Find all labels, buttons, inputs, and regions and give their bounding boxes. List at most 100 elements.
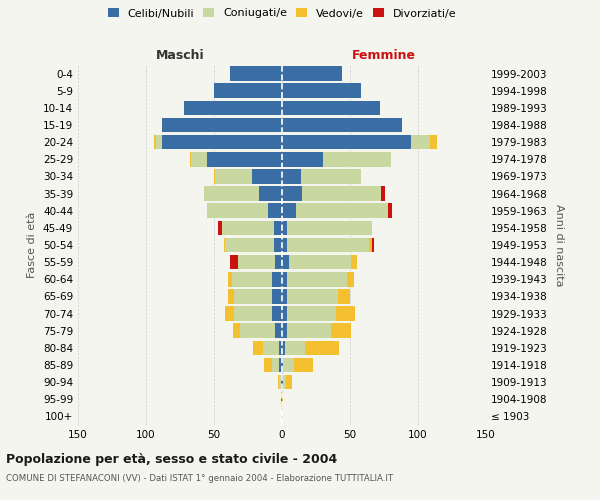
Bar	[282, 100, 380, 115]
Bar	[222, 220, 274, 235]
Bar	[347, 272, 354, 286]
Bar	[282, 255, 289, 270]
Bar	[323, 152, 391, 166]
Bar	[337, 306, 355, 321]
Bar	[285, 340, 305, 355]
Bar	[282, 204, 296, 218]
Bar	[282, 340, 285, 355]
Bar	[240, 324, 275, 338]
Bar	[272, 272, 282, 286]
Bar	[282, 272, 287, 286]
Y-axis label: Anni di nascita: Anni di nascita	[554, 204, 564, 286]
Bar	[282, 238, 287, 252]
Bar	[338, 289, 350, 304]
Bar	[430, 135, 437, 150]
Text: Popolazione per età, sesso e stato civile - 2004: Popolazione per età, sesso e stato civil…	[6, 452, 337, 466]
Bar	[289, 255, 352, 270]
Bar	[287, 238, 369, 252]
Bar	[232, 272, 272, 286]
Bar	[287, 220, 372, 235]
Bar	[283, 375, 286, 390]
Bar	[279, 375, 281, 390]
Bar	[235, 289, 272, 304]
Bar	[287, 324, 331, 338]
Bar	[282, 118, 401, 132]
Bar	[282, 289, 287, 304]
Bar	[296, 204, 388, 218]
Bar	[369, 238, 372, 252]
Bar	[272, 306, 282, 321]
Bar	[282, 84, 361, 98]
Bar	[253, 340, 263, 355]
Bar	[294, 358, 313, 372]
Bar	[287, 306, 337, 321]
Bar	[282, 152, 323, 166]
Bar	[268, 204, 282, 218]
Bar	[205, 186, 259, 201]
Bar	[274, 238, 282, 252]
Bar	[274, 220, 282, 235]
Bar	[282, 392, 283, 406]
Bar	[265, 358, 272, 372]
Bar	[235, 306, 272, 321]
Bar	[163, 135, 282, 150]
Bar	[214, 169, 215, 184]
Bar	[263, 340, 279, 355]
Bar	[184, 100, 282, 115]
Bar	[286, 375, 292, 390]
Bar	[272, 289, 282, 304]
Bar	[238, 255, 275, 270]
Bar	[287, 272, 347, 286]
Bar	[259, 186, 282, 201]
Bar	[282, 358, 283, 372]
Legend: Celibi/Nubili, Coniugati/e, Vedovi/e, Divorziati/e: Celibi/Nubili, Coniugati/e, Vedovi/e, Di…	[107, 8, 457, 18]
Bar	[227, 272, 232, 286]
Bar	[282, 169, 301, 184]
Bar	[224, 238, 225, 252]
Bar	[278, 375, 279, 390]
Bar	[252, 169, 282, 184]
Bar	[301, 169, 361, 184]
Bar	[352, 255, 357, 270]
Bar	[282, 306, 287, 321]
Bar	[190, 152, 191, 166]
Bar	[225, 238, 274, 252]
Bar	[155, 135, 163, 150]
Bar	[279, 358, 282, 372]
Bar	[282, 375, 283, 390]
Bar	[191, 152, 207, 166]
Bar	[283, 358, 294, 372]
Bar	[282, 220, 287, 235]
Bar	[163, 118, 282, 132]
Bar	[381, 186, 385, 201]
Bar	[272, 358, 279, 372]
Bar	[282, 66, 342, 81]
Bar	[411, 135, 430, 150]
Text: COMUNE DI STEFANACONI (VV) - Dati ISTAT 1° gennaio 2004 - Elaborazione TUTTITALI: COMUNE DI STEFANACONI (VV) - Dati ISTAT …	[6, 474, 393, 483]
Bar	[282, 324, 287, 338]
Bar	[388, 204, 392, 218]
Bar	[233, 324, 240, 338]
Bar	[227, 289, 235, 304]
Bar	[331, 324, 352, 338]
Bar	[302, 186, 381, 201]
Bar	[230, 255, 238, 270]
Bar	[207, 152, 282, 166]
Bar	[225, 306, 235, 321]
Text: Maschi: Maschi	[155, 48, 205, 62]
Bar	[207, 204, 268, 218]
Bar	[372, 238, 374, 252]
Bar	[275, 324, 282, 338]
Y-axis label: Fasce di età: Fasce di età	[28, 212, 37, 278]
Bar	[281, 375, 282, 390]
Bar	[214, 84, 282, 98]
Text: Femmine: Femmine	[352, 48, 416, 62]
Bar	[282, 135, 411, 150]
Bar	[281, 392, 282, 406]
Bar	[215, 169, 252, 184]
Bar	[305, 340, 339, 355]
Bar	[287, 289, 338, 304]
Bar	[275, 255, 282, 270]
Bar	[230, 66, 282, 81]
Bar	[218, 220, 222, 235]
